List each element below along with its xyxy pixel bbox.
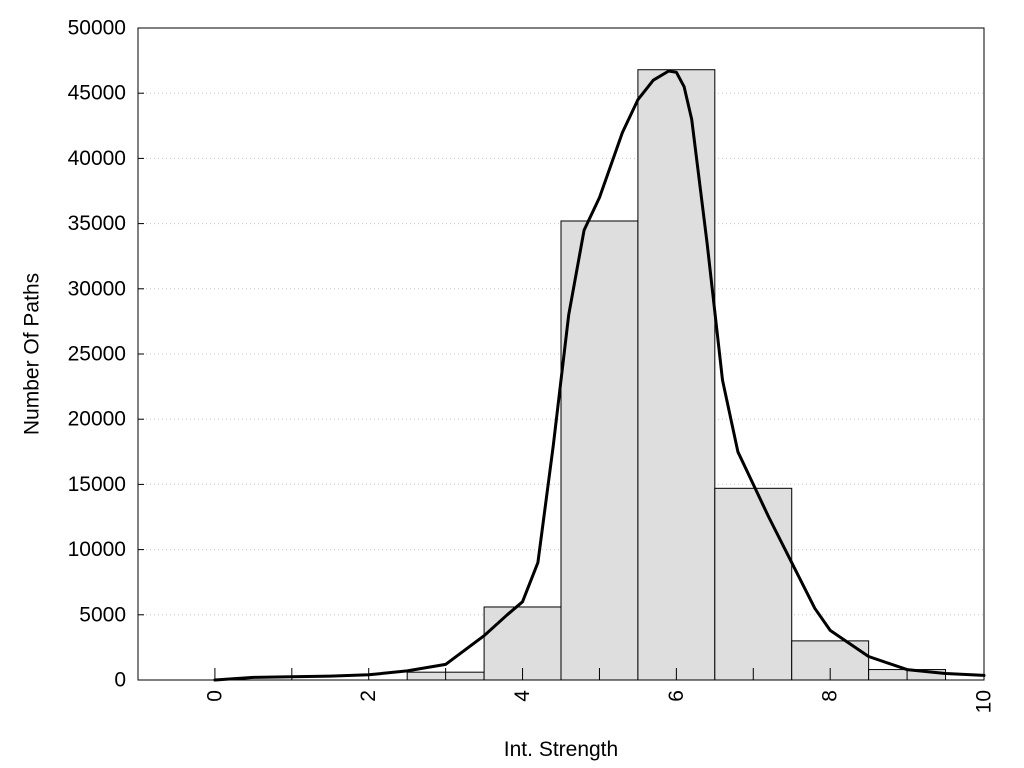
y-tick-label-7: 35000 <box>68 212 126 235</box>
y-tick-label-0: 0 <box>114 669 126 692</box>
y-tick-label-8: 40000 <box>68 147 126 170</box>
y-tick-label-1: 5000 <box>79 603 126 626</box>
density-curve <box>213 69 986 682</box>
y-tick-label-2: 10000 <box>68 538 126 561</box>
histogram-bar-5 <box>560 220 639 681</box>
histogram-bar-7 <box>714 487 793 681</box>
x-tick-label-1: 2 <box>357 690 380 702</box>
x-tick-label-2: 4 <box>511 690 534 702</box>
x-tick-label-0: 0 <box>203 690 226 702</box>
y-axis-ticks: 0 5000 10000 15000 20000 25000 30000 35000 40000… <box>68 17 144 692</box>
histogram-bars <box>406 69 947 681</box>
x-tick-label-5: 10 <box>973 690 996 713</box>
y-axis-title: Number Of Paths <box>21 273 44 435</box>
x-axis-ticks: 0 2 4 6 8 10 <box>203 668 996 713</box>
grid-lines <box>138 92 984 616</box>
x-tick-label-3: 6 <box>665 690 688 702</box>
y-tick-label-4: 20000 <box>68 408 126 431</box>
density-curve-layer <box>213 69 986 682</box>
y-tick-label-9: 45000 <box>68 82 126 105</box>
y-tick-label-10: 50000 <box>68 17 126 40</box>
y-tick-label-6: 30000 <box>68 277 126 300</box>
y-tick-label-5: 25000 <box>68 343 126 366</box>
histogram-bar-6 <box>637 69 716 681</box>
x-tick-label-4: 8 <box>819 690 842 702</box>
x-axis-title: Int. Strength <box>504 738 618 761</box>
y-tick-label-3: 15000 <box>68 473 126 496</box>
